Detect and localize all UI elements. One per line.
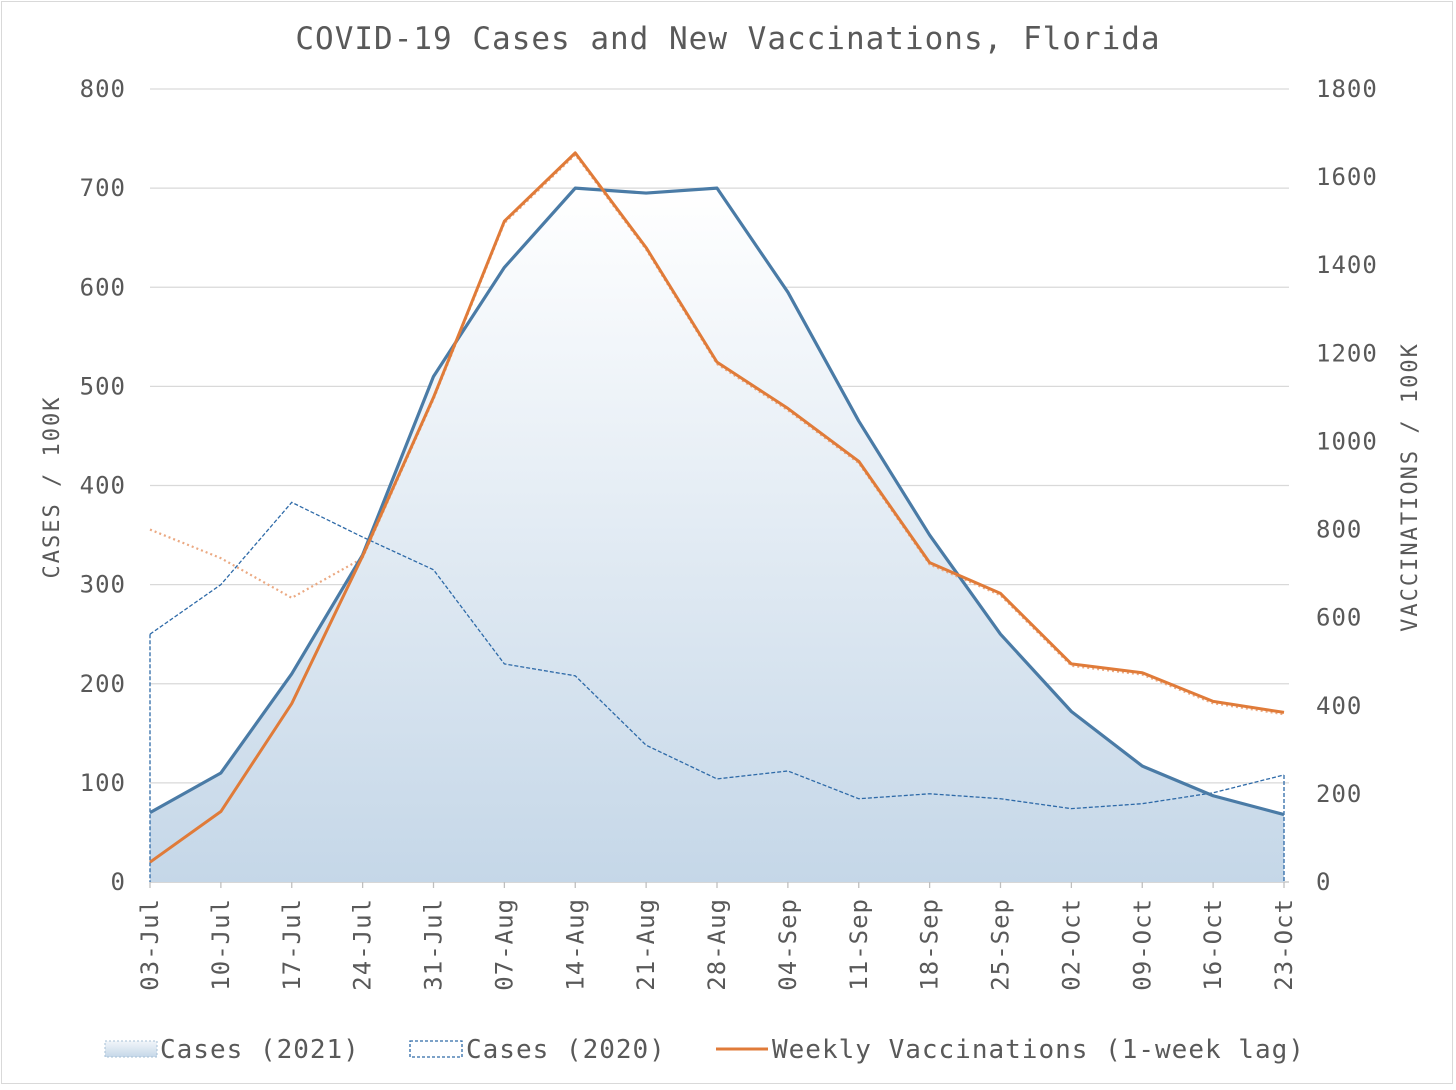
left-tick-label: 500: [80, 372, 126, 400]
x-tick-label: 17-Jul: [278, 898, 306, 991]
area-cases-2021: [150, 188, 1284, 882]
right-axis-title: VACCINATIONS / 100K: [1398, 342, 1423, 632]
x-tick-label: 16-Oct: [1199, 898, 1227, 991]
left-tick-label: 100: [80, 769, 126, 797]
x-tick-label: 14-Aug: [561, 898, 589, 991]
x-tick-label: 31-Jul: [420, 898, 448, 991]
legend-label-cases-2021: Cases (2021): [160, 1035, 360, 1065]
right-tick-label: 1200: [1316, 339, 1378, 367]
series-layer: [150, 153, 1284, 882]
x-tick-label: 04-Sep: [774, 898, 802, 991]
x-axis-ticks: 03-Jul 10-Jul 17-Jul 24-Jul 31-Jul 07-Aug 14-A…: [136, 898, 1298, 991]
x-tick-label: 10-Jul: [207, 898, 235, 991]
x-tick-label: 28-Aug: [703, 898, 731, 991]
left-tick-label: 800: [80, 75, 126, 103]
right-tick-label: 200: [1316, 780, 1362, 808]
legend: Cases (2021) Cases (2020) Weekly Vaccina…: [105, 1035, 1305, 1065]
right-axis-ticks: 0 200 400 600 800 1000 1200 1400 1600 1800: [1316, 75, 1378, 896]
legend-label-vaccinations: Weekly Vaccinations (1-week lag): [772, 1035, 1305, 1065]
right-tick-label: 0: [1316, 868, 1331, 896]
chart-title: COVID-19 Cases and New Vaccinations, Flo…: [295, 21, 1160, 57]
x-tick-label: 03-Jul: [136, 898, 164, 991]
x-tick-label: 25-Sep: [987, 898, 1015, 991]
left-tick-label: 0: [111, 868, 126, 896]
x-tick-label: 11-Sep: [845, 898, 873, 991]
left-tick-label: 700: [80, 174, 126, 202]
right-tick-label: 1600: [1316, 163, 1378, 191]
right-tick-label: 1000: [1316, 427, 1378, 455]
right-tick-label: 600: [1316, 604, 1362, 632]
right-tick-label: 800: [1316, 516, 1362, 544]
x-tick-label: 02-Oct: [1057, 898, 1085, 991]
left-axis-title: CASES / 100K: [40, 396, 65, 579]
left-tick-label: 300: [80, 571, 126, 599]
x-tick-label: 09-Oct: [1128, 898, 1156, 991]
legend-label-cases-2020: Cases (2020): [466, 1035, 666, 1065]
left-tick-label: 600: [80, 273, 126, 301]
x-tick-label: 23-Oct: [1270, 898, 1298, 991]
left-tick-label: 400: [80, 472, 126, 500]
x-tick-label: 07-Aug: [490, 898, 518, 991]
left-axis-ticks: 0 100 200 300 400 500 600 700 800: [80, 75, 126, 896]
x-tick-label: 21-Aug: [632, 898, 660, 991]
x-tick-label: 24-Jul: [349, 898, 377, 991]
left-tick-label: 200: [80, 670, 126, 698]
right-tick-label: 400: [1316, 692, 1362, 720]
legend-swatch-cases-2020: [410, 1041, 462, 1057]
right-tick-label: 1400: [1316, 251, 1378, 279]
x-tick-label: 18-Sep: [916, 898, 944, 991]
line-vaccinations-dotted-prefix: [150, 530, 363, 598]
legend-swatch-cases-2021: [105, 1041, 157, 1057]
right-tick-label: 1800: [1316, 75, 1378, 103]
